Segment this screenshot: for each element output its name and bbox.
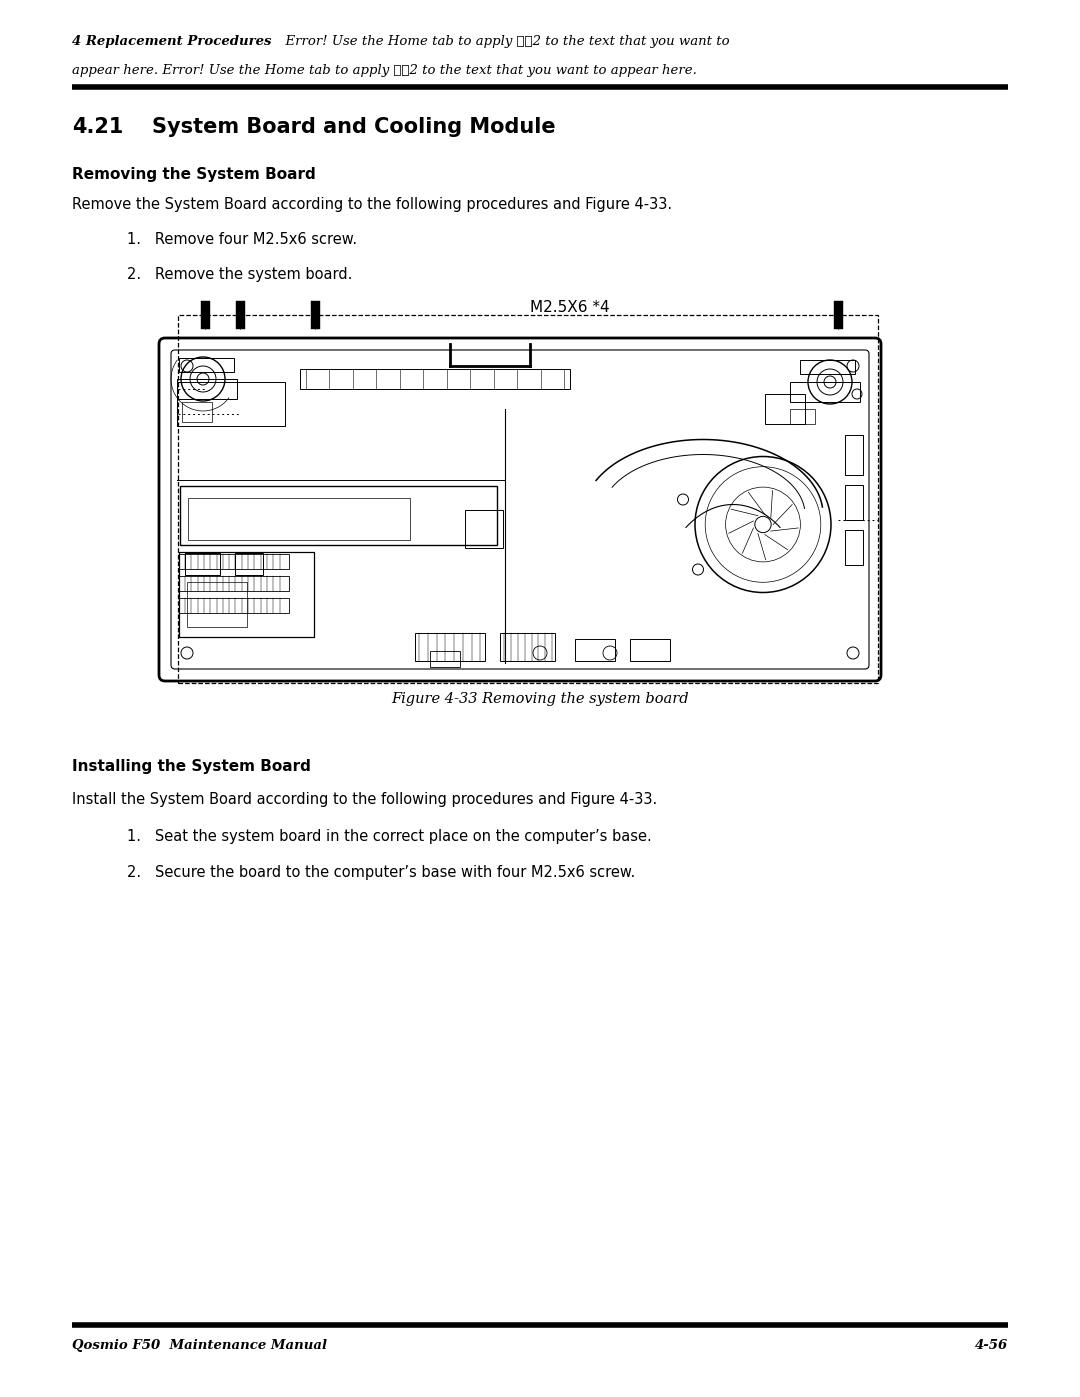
Text: 4-56: 4-56 [975, 1338, 1008, 1352]
Bar [179, 552, 314, 637]
Text: Figure 4-33 Removing the system board: Figure 4-33 Removing the system board [391, 692, 689, 705]
Bar [311, 300, 320, 330]
Bar [177, 379, 237, 400]
Bar [630, 638, 670, 661]
Text: Installing the System Board: Installing the System Board [72, 759, 311, 774]
Text: Remove the System Board according to the following procedures and Figure 4-33.: Remove the System Board according to the… [72, 197, 672, 212]
Text: Error! Use the Home tab to apply 標頄2 to the text that you want to: Error! Use the Home tab to apply 標頄2 to … [276, 35, 730, 47]
Bar [845, 485, 863, 520]
Bar [765, 394, 805, 425]
Text: Install the System Board according to the following procedures and Figure 4-33.: Install the System Board according to th… [72, 792, 658, 807]
Bar [300, 369, 570, 388]
Text: 1.   Remove four M2.5x6 screw.: 1. Remove four M2.5x6 screw. [127, 232, 357, 247]
Bar [187, 583, 247, 627]
Text: Qosmio F50  Maintenance Manual: Qosmio F50 Maintenance Manual [72, 1338, 327, 1352]
Text: 1.   Seat the system board in the correct place on the computer’s base.: 1. Seat the system board in the correct … [127, 828, 651, 844]
Bar [575, 638, 615, 661]
Bar [185, 552, 220, 574]
Bar [179, 555, 289, 569]
Text: 4 Replacement Procedures: 4 Replacement Procedures [72, 35, 271, 47]
Bar [201, 300, 210, 330]
Bar [188, 499, 410, 539]
Text: 2.   Secure the board to the computer’s base with four M2.5x6 screw.: 2. Secure the board to the computer’s ba… [127, 865, 635, 880]
Text: System Board and Cooling Module: System Board and Cooling Module [152, 117, 555, 137]
Bar [178, 314, 878, 683]
Text: 4.21: 4.21 [72, 117, 123, 137]
Text: M2.5X6 *4: M2.5X6 *4 [530, 300, 610, 314]
Bar [845, 529, 863, 564]
Bar [183, 402, 212, 422]
Bar [789, 409, 815, 425]
Bar [177, 381, 285, 426]
Bar [235, 300, 244, 330]
Bar [500, 633, 555, 661]
Bar [415, 633, 485, 661]
Text: appear here. Error! Use the Home tab to apply 標頄2 to the text that you want to a: appear here. Error! Use the Home tab to … [72, 64, 697, 77]
Bar [235, 552, 264, 574]
Bar [180, 486, 497, 545]
Bar [179, 358, 234, 372]
Bar [465, 510, 503, 548]
Bar [179, 576, 289, 591]
Bar [789, 381, 860, 402]
Text: 2.   Remove the system board.: 2. Remove the system board. [127, 267, 352, 282]
Bar [834, 300, 842, 330]
Bar [800, 360, 855, 374]
Bar [430, 651, 460, 666]
Text: Removing the System Board: Removing the System Board [72, 168, 315, 182]
Bar [845, 434, 863, 475]
Bar [179, 598, 289, 613]
